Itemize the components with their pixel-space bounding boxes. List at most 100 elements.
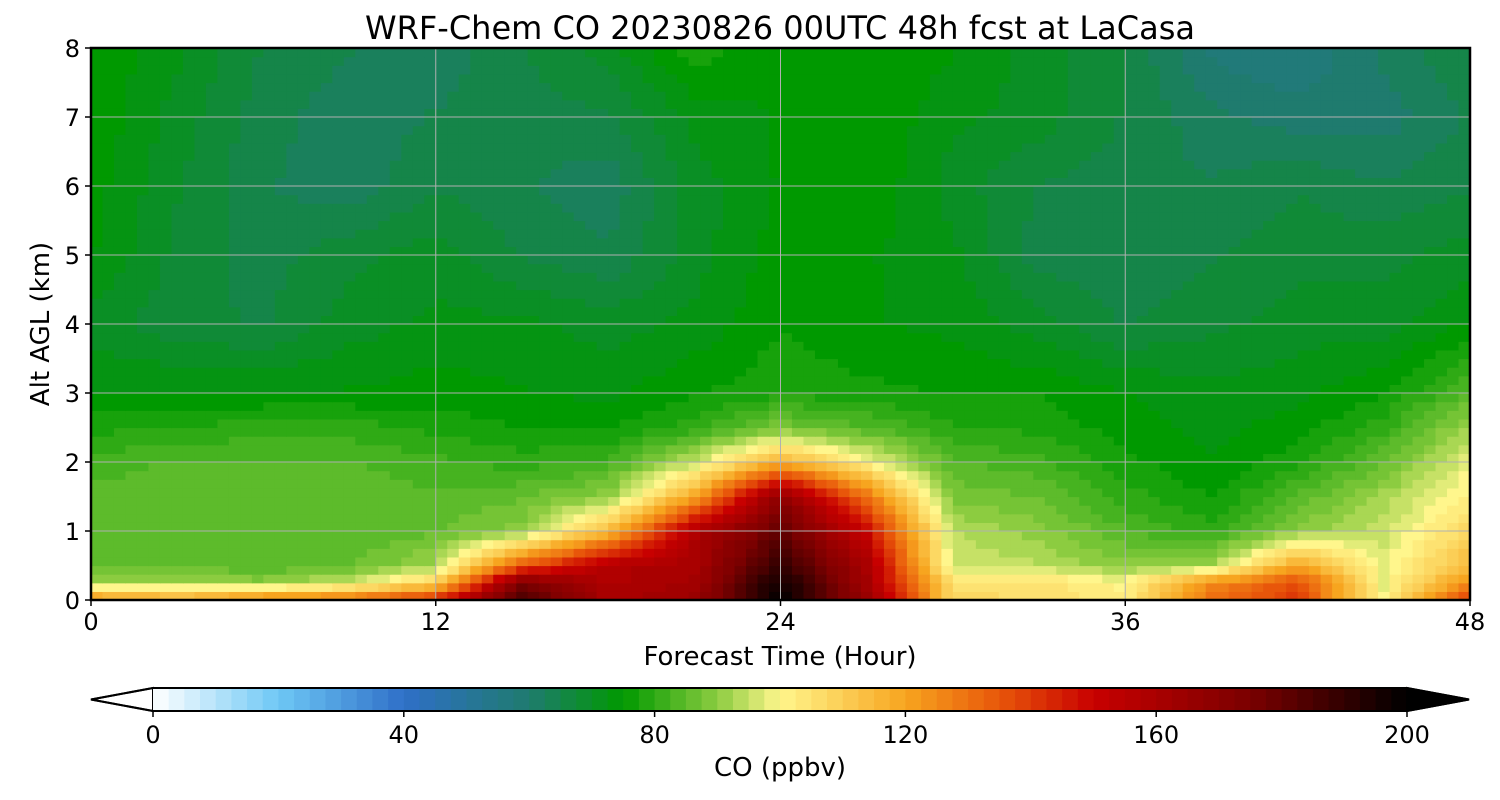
heatmap-cell — [769, 436, 782, 446]
heatmap-cell — [263, 280, 276, 291]
heatmap-cell — [562, 556, 575, 567]
heatmap-cell — [791, 444, 805, 454]
heatmap-cell — [734, 298, 747, 308]
heatmap-cell — [1458, 375, 1470, 385]
heatmap-cell — [286, 487, 299, 498]
heatmap-cell — [171, 470, 184, 480]
heatmap-cell — [205, 263, 219, 273]
heatmap-cell — [1171, 453, 1184, 463]
heatmap-cell — [1228, 306, 1241, 316]
heatmap-cell — [527, 358, 540, 368]
heatmap-cell — [136, 358, 150, 368]
heatmap-cell — [837, 298, 851, 308]
heatmap-cell — [849, 280, 862, 291]
heatmap-cell — [458, 427, 471, 437]
heatmap-cell — [1044, 496, 1057, 506]
heatmap-cell — [1412, 263, 1425, 273]
heatmap-cell — [1309, 574, 1322, 584]
heatmap-cell — [1447, 582, 1460, 592]
heatmap-cell — [320, 341, 333, 351]
heatmap-cell — [401, 418, 414, 429]
heatmap-cell — [1056, 548, 1069, 558]
heatmap-cell — [654, 324, 667, 334]
heatmap-cell — [516, 487, 529, 498]
heatmap-cell — [608, 453, 621, 463]
heatmap-cell — [895, 272, 908, 282]
heatmap-cell — [1343, 401, 1356, 411]
heatmap-cell — [734, 436, 747, 446]
heatmap-cell — [803, 436, 816, 446]
heatmap-cell — [872, 453, 885, 463]
heatmap-cell — [125, 349, 138, 360]
heatmap-cell — [1102, 255, 1115, 265]
heatmap-cell — [516, 263, 529, 273]
heatmap-cell — [814, 548, 828, 558]
heatmap-cell — [1148, 324, 1161, 334]
heatmap-cell — [734, 324, 747, 334]
heatmap-cell — [470, 436, 483, 446]
heatmap-cell — [1067, 315, 1080, 325]
heatmap-cell — [654, 531, 667, 541]
heatmap-cell — [1401, 444, 1414, 454]
heatmap-cell — [274, 487, 287, 498]
heatmap-cell — [677, 384, 690, 394]
heatmap-cell — [883, 513, 897, 523]
heatmap-cell — [217, 556, 230, 567]
heatmap-cell — [677, 427, 690, 437]
heatmap-cell — [366, 513, 379, 523]
heatmap-cell — [1021, 453, 1034, 463]
heatmap-cell — [1205, 453, 1218, 463]
heatmap-cell — [516, 332, 529, 342]
heatmap-cell — [1240, 263, 1253, 273]
heatmap-cell — [723, 367, 736, 377]
heatmap-cell — [769, 315, 782, 325]
heatmap-cell — [1033, 582, 1046, 592]
heatmap-cell — [1389, 418, 1402, 429]
heatmap-cell — [1240, 393, 1253, 403]
heatmap-cell — [746, 237, 759, 247]
heatmap-cell — [803, 332, 816, 342]
heatmap-cell — [700, 367, 713, 377]
heatmap-cell — [91, 513, 104, 523]
heatmap-cell — [814, 263, 828, 273]
heatmap-cell — [1056, 574, 1069, 584]
heatmap-cell — [481, 384, 494, 394]
heatmap-cell — [205, 237, 219, 247]
heatmap-cell — [1044, 453, 1057, 463]
heatmap-cell — [251, 539, 264, 549]
heatmap-cell — [1228, 280, 1241, 291]
heatmap-cell — [918, 462, 931, 472]
heatmap-cell — [355, 324, 368, 334]
heatmap-cell — [883, 280, 897, 291]
heatmap-cell — [539, 556, 552, 567]
heatmap-cell — [573, 427, 586, 437]
heatmap-cell — [734, 306, 747, 316]
heatmap-cell — [1297, 358, 1310, 368]
heatmap-cell — [401, 410, 414, 420]
heatmap-cell — [826, 410, 839, 420]
heatmap-cell — [780, 453, 793, 463]
heatmap-cell — [113, 470, 127, 480]
heatmap-cell — [1378, 531, 1391, 541]
heatmap-cell — [837, 574, 851, 584]
heatmap-cell — [447, 513, 460, 523]
heatmap-cell — [481, 298, 494, 308]
heatmap-cell — [677, 565, 690, 575]
heatmap-cell — [171, 306, 184, 316]
heatmap-cell — [125, 393, 138, 403]
heatmap-cell — [608, 410, 621, 420]
heatmap-cell — [1194, 487, 1207, 498]
heatmap-cell — [320, 255, 333, 265]
heatmap-cell — [1033, 565, 1046, 575]
heatmap-cell — [125, 401, 138, 411]
heatmap-cell — [332, 427, 345, 437]
heatmap-cell — [1447, 565, 1460, 575]
heatmap-cell — [1159, 332, 1172, 342]
heatmap-cell — [585, 393, 598, 403]
heatmap-cell — [263, 324, 276, 334]
heatmap-cell — [688, 487, 701, 498]
heatmap-cell — [274, 375, 287, 385]
heatmap-cell — [814, 591, 828, 600]
heatmap-cell — [1332, 531, 1345, 541]
heatmap-cell — [263, 496, 276, 506]
